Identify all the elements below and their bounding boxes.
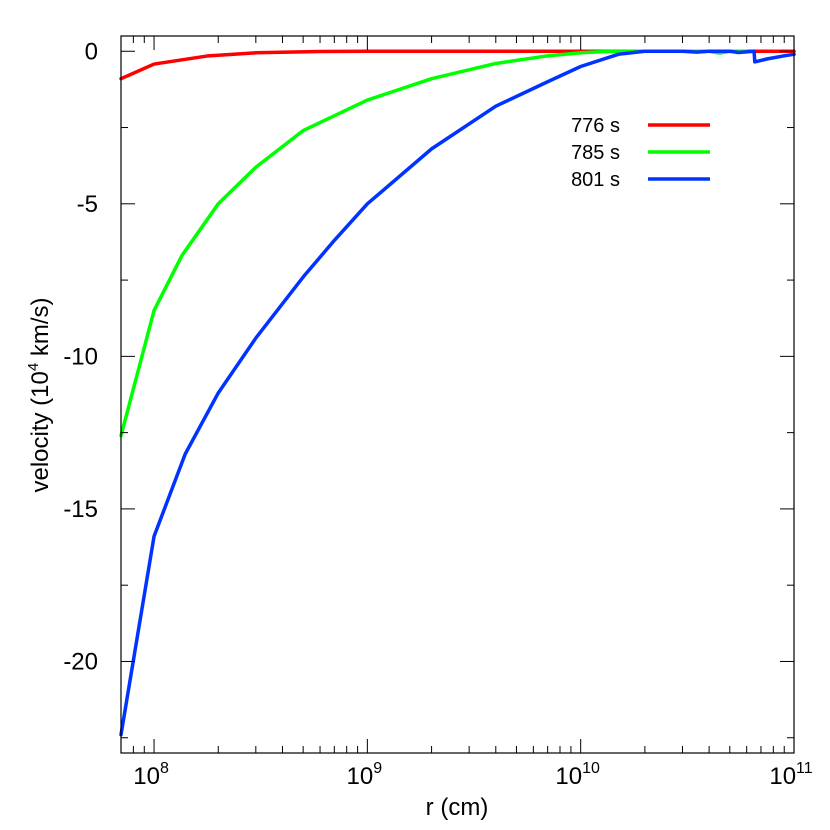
plot-frame — [120, 35, 795, 754]
x-axis: 108 109 1010 1011 — [120, 36, 813, 790]
y-tick-label: -20 — [63, 648, 98, 675]
y-tick-label: -5 — [77, 191, 98, 218]
x-axis-label: r (cm) — [426, 794, 489, 821]
x-tick-label: 109 — [347, 760, 383, 790]
x-tick-label: 108 — [133, 760, 169, 790]
legend-label: 801 s — [571, 169, 620, 191]
legend-label: 776 s — [571, 115, 620, 137]
legend: 776 s 785 s 801 s — [571, 115, 710, 191]
y-tick-label: 0 — [85, 38, 98, 65]
series-line-3 — [119, 49, 796, 737]
y-tick-label: -15 — [63, 496, 98, 523]
y-axis-label: velocity (104 km/s) — [25, 297, 54, 492]
y-axis: 0 -5 -10 -15 -20 — [63, 38, 794, 739]
y-tick-label: -10 — [63, 343, 98, 370]
series-line-1 — [119, 49, 796, 81]
legend-label: 785 s — [571, 142, 620, 164]
y-axis-label-exponent: 4 — [25, 363, 42, 371]
x-tick-label: 1011 — [769, 760, 812, 790]
plot-area — [119, 49, 796, 737]
x-tick-label: 1010 — [555, 760, 600, 790]
series-line-2 — [119, 49, 749, 438]
